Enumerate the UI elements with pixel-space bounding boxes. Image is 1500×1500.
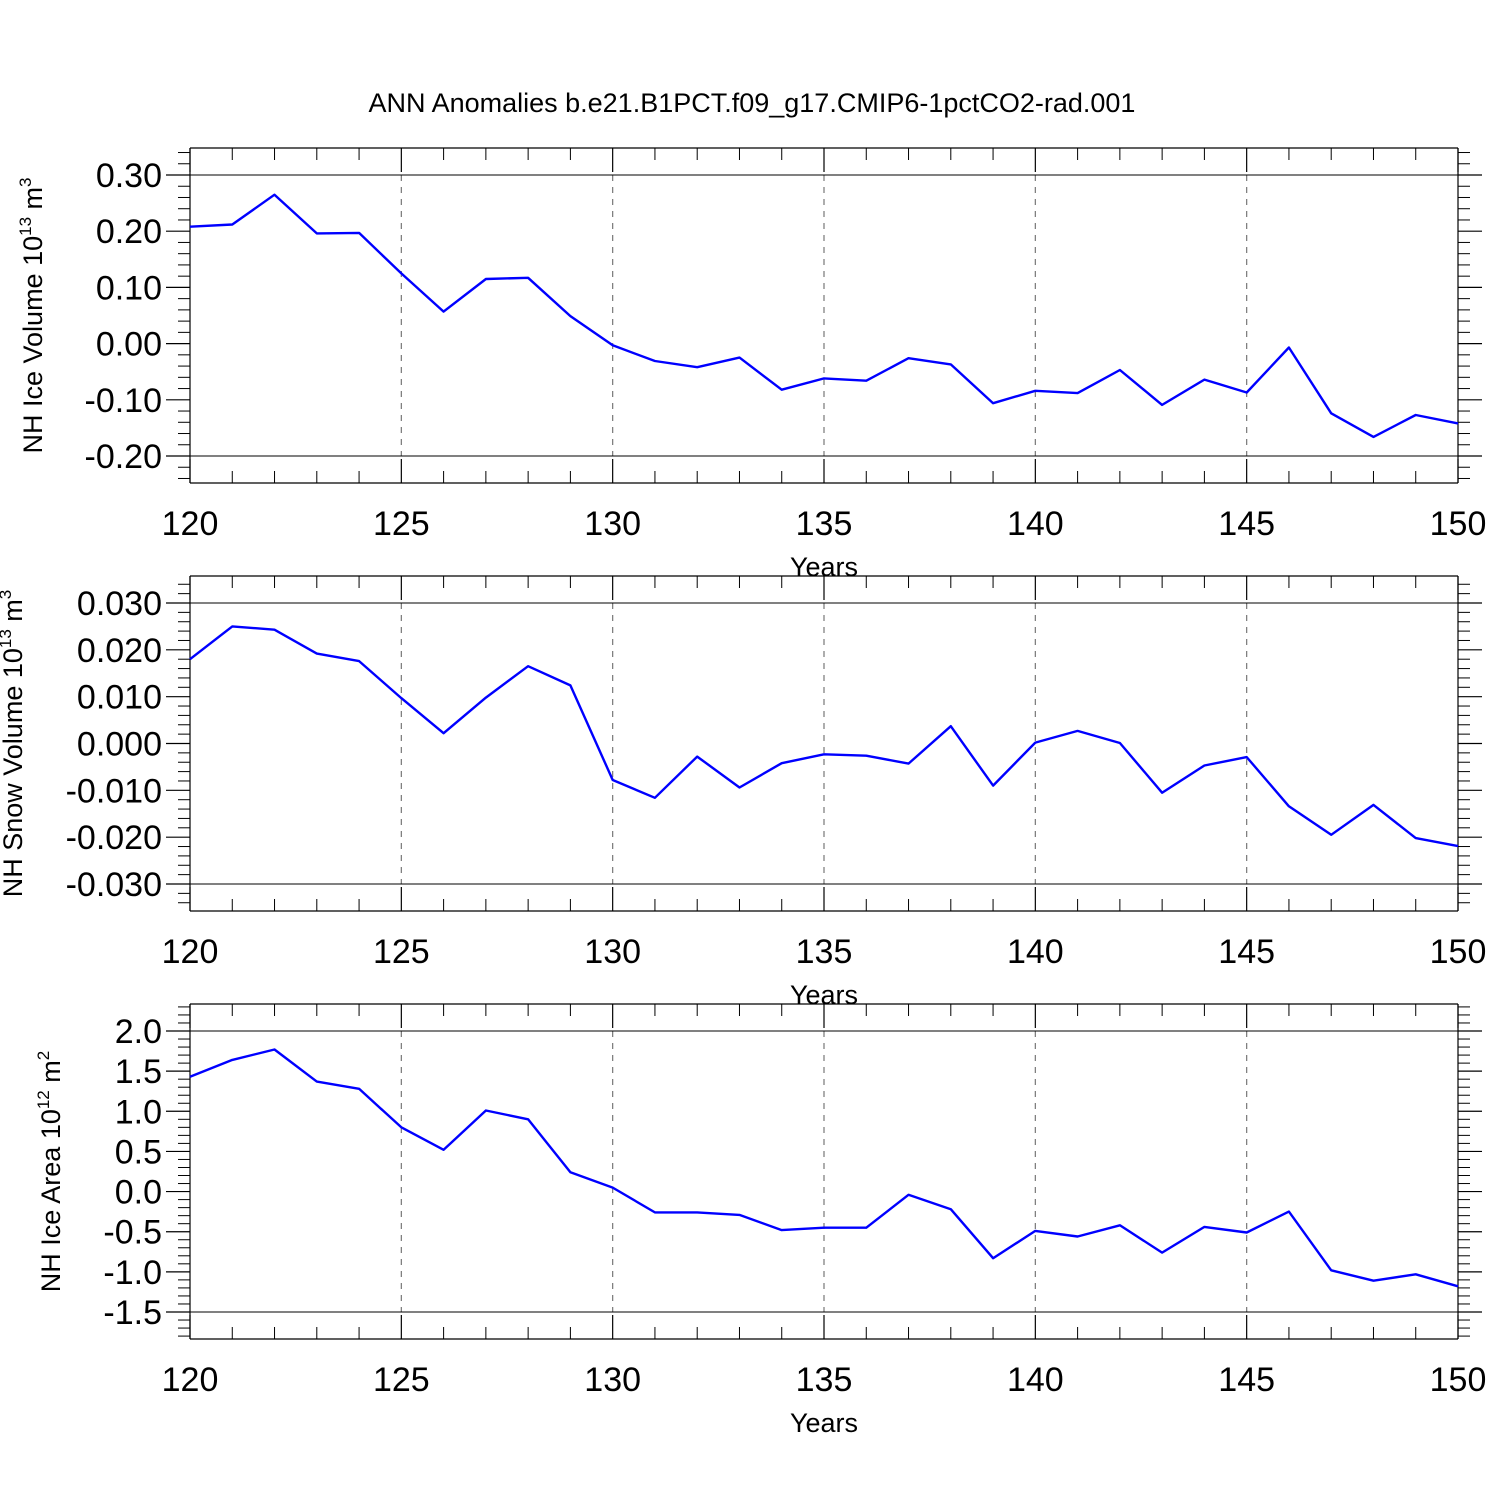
y-axis-label: NH Ice Area 1012 m2 <box>34 1051 66 1292</box>
y-tick-label: -0.020 <box>66 819 162 857</box>
y-tick-label: 0.10 <box>96 269 162 307</box>
x-tick-label: 150 <box>1430 1361 1487 1399</box>
y-tick-label: 0.5 <box>115 1133 162 1171</box>
panel-1: 0.30 0.20 0.10 0.00 -0.10 -0.20 120 125 130 135 14… <box>16 147 1487 582</box>
x-tick-label: 130 <box>584 1361 641 1399</box>
panels: 0.30 0.20 0.10 0.00 -0.10 -0.20 120 125 130 135 14… <box>0 147 1487 1438</box>
x-tick-label: 120 <box>162 933 219 971</box>
x-axis-label: Years <box>790 1408 858 1438</box>
y-axis-label: NH Snow Volume 1013 m3 <box>0 590 28 898</box>
x-tick-label: 135 <box>796 1361 853 1399</box>
y-tick-label: 0.010 <box>77 679 162 717</box>
y-tick-label: 0.20 <box>96 213 162 251</box>
x-tick-label: 125 <box>373 505 430 543</box>
y-tick-label: 0.00 <box>96 326 162 364</box>
x-tick-label: 140 <box>1007 1361 1064 1399</box>
figure-title: ANN Anomalies b.e21.B1PCT.f09_g17.CMIP6-… <box>369 88 1136 118</box>
y-tick-label: -1.0 <box>103 1254 162 1292</box>
x-tick-label: 130 <box>584 505 641 543</box>
x-tick-label: 145 <box>1218 505 1275 543</box>
x-tick-label: 120 <box>162 1361 219 1399</box>
series-line <box>189 193 1459 439</box>
y-tick-label: -1.5 <box>103 1294 162 1332</box>
y-tick-label: 1.0 <box>115 1093 162 1131</box>
y-tick-label: 0.0 <box>115 1174 162 1212</box>
y-tick-label: -0.20 <box>85 438 163 476</box>
y-tick-label: 0.30 <box>96 157 162 195</box>
y-tick-label: 2.0 <box>115 1013 162 1051</box>
x-tick-label: 120 <box>162 505 219 543</box>
x-tick-label: 135 <box>796 933 853 971</box>
y-axis-label: NH Ice Volume 1013 m3 <box>16 178 48 454</box>
x-tick-label: 130 <box>584 933 641 971</box>
x-tick-label: 140 <box>1007 933 1064 971</box>
y-tick-label: 1.5 <box>115 1053 162 1091</box>
x-tick-label: 125 <box>373 1361 430 1399</box>
x-tick-label: 145 <box>1218 933 1275 971</box>
y-tick-label: -0.5 <box>103 1214 162 1252</box>
x-tick-label: 150 <box>1430 505 1487 543</box>
y-tick-label: 0.000 <box>77 726 162 764</box>
y-tick-label: 0.020 <box>77 632 162 670</box>
panel-2: 0.0300.0200.0100.000-0.010-0.020-0.03012… <box>0 575 1487 1010</box>
x-tick-label: 135 <box>796 505 853 543</box>
y-tick-label: -0.010 <box>66 772 162 810</box>
x-tick-label: 125 <box>373 933 430 971</box>
x-tick-label: 145 <box>1218 1361 1275 1399</box>
x-tick-label: 140 <box>1007 505 1064 543</box>
y-tick-label: -0.030 <box>66 866 162 904</box>
x-tick-label: 150 <box>1430 933 1487 971</box>
y-tick-label: -0.10 <box>85 382 163 420</box>
y-tick-label: 0.030 <box>77 585 162 623</box>
